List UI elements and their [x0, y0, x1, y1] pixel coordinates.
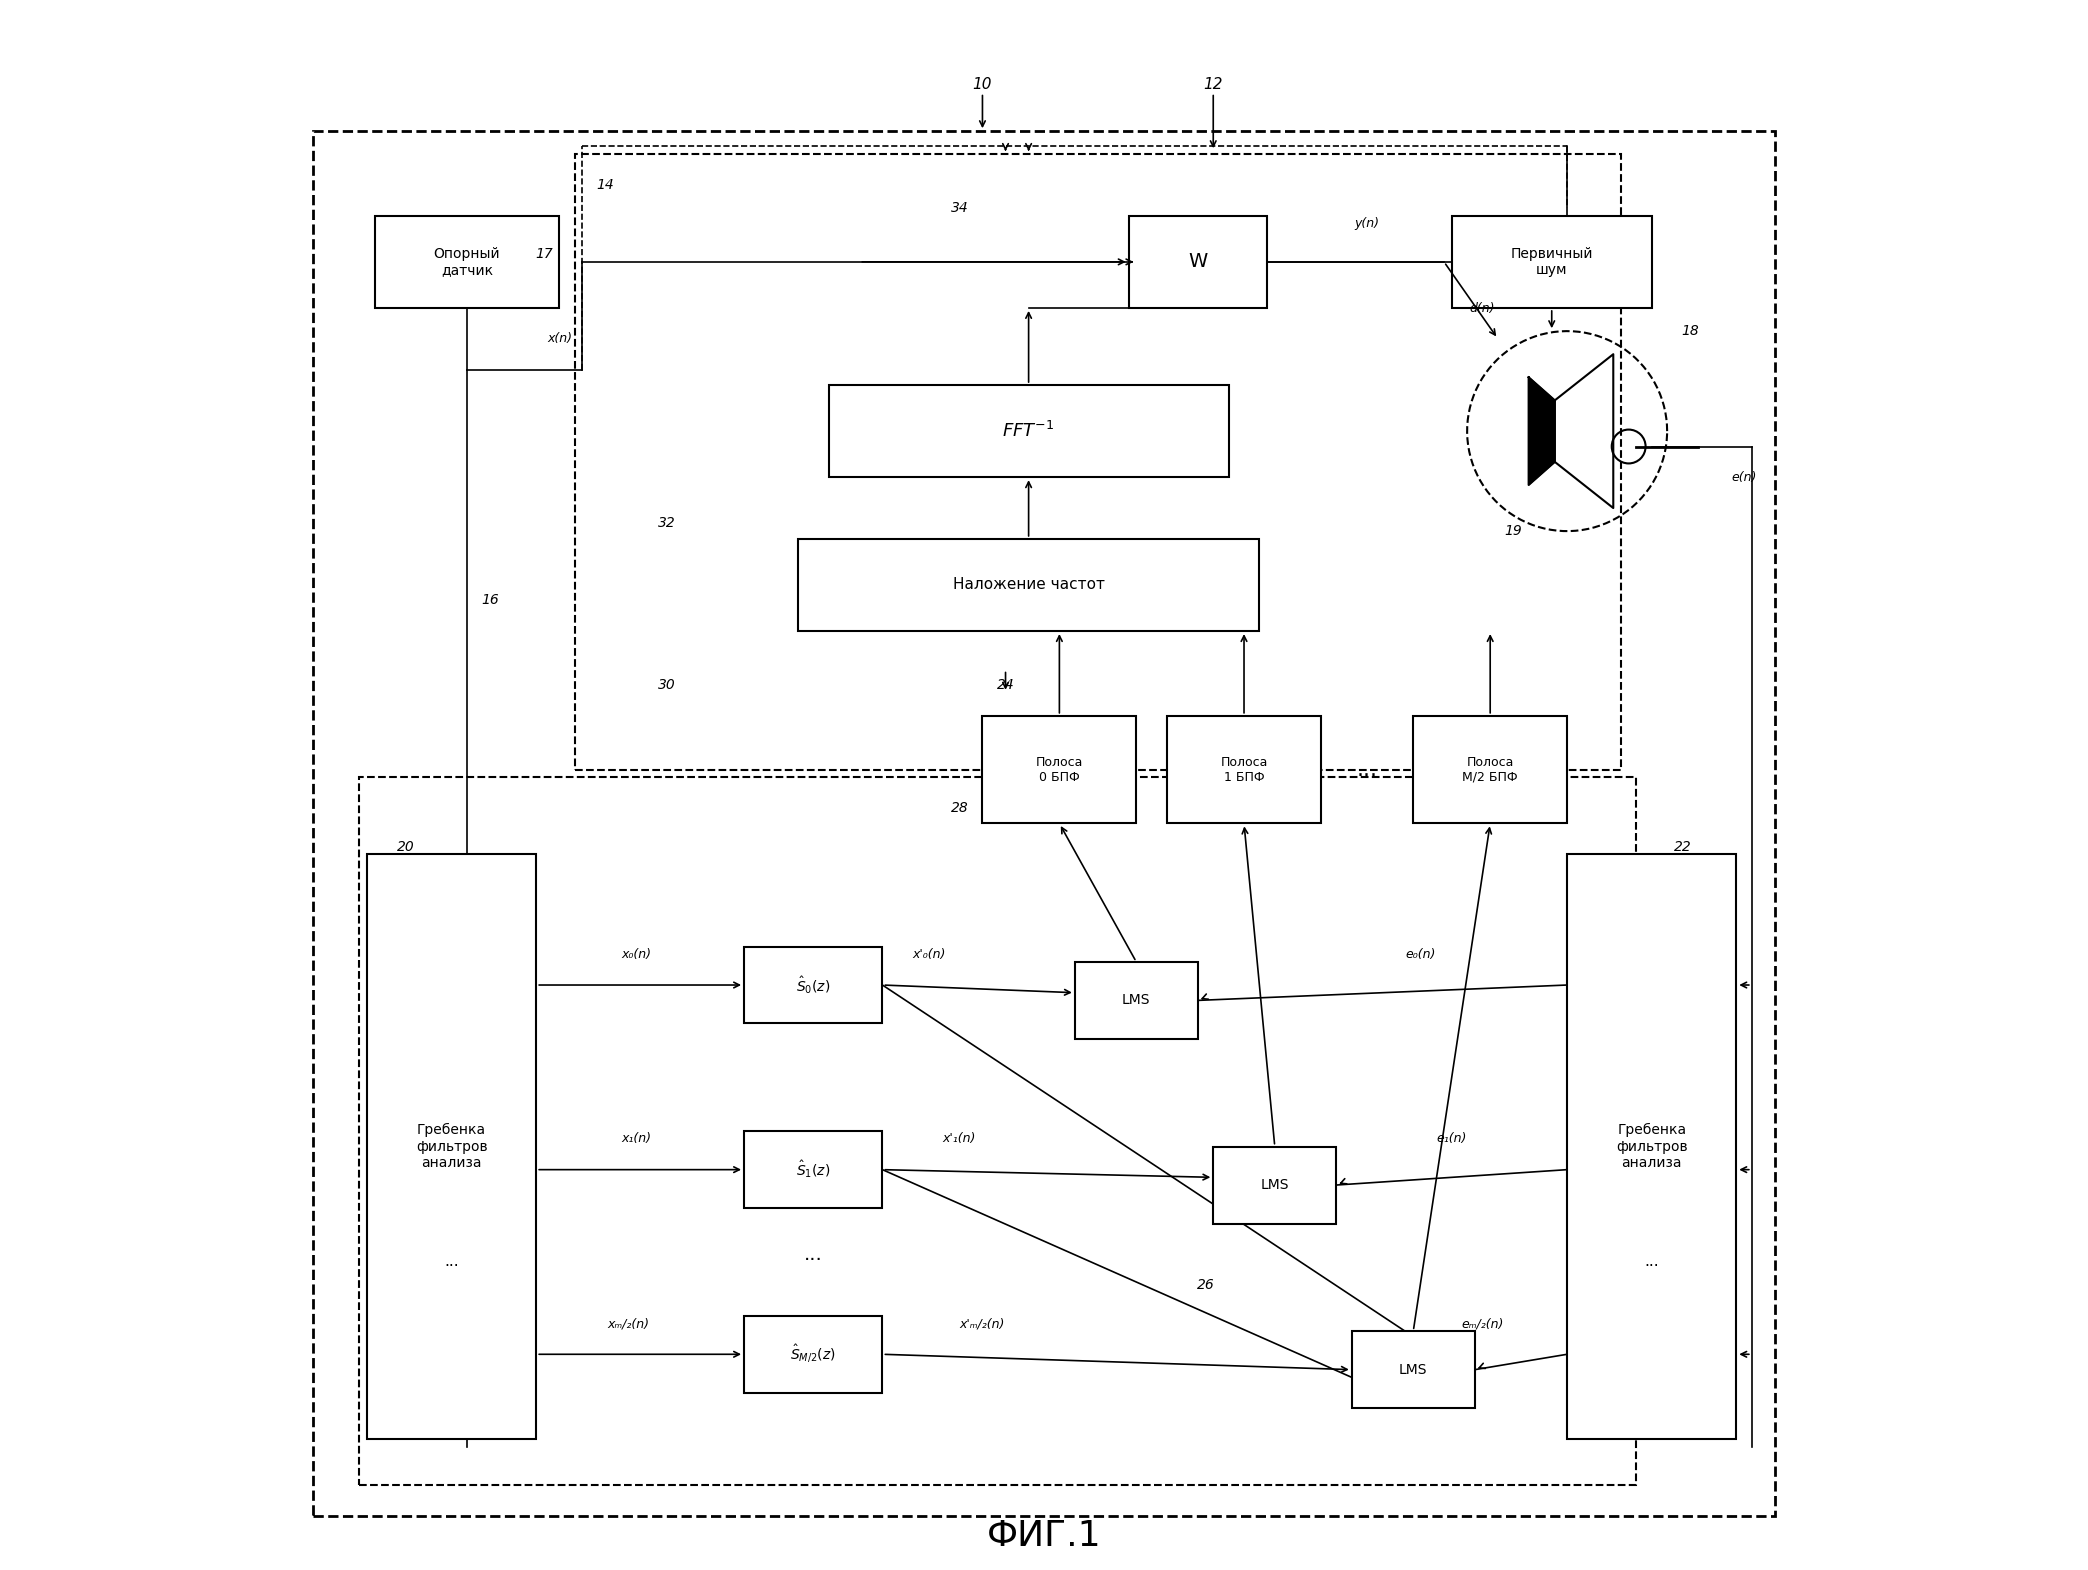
Text: 24: 24 [996, 678, 1015, 692]
Bar [829, 385, 1228, 477]
Text: 14: 14 [597, 177, 614, 192]
Bar [1130, 215, 1267, 308]
Text: $\hat{S}_{M/2}(z)$: $\hat{S}_{M/2}(z)$ [791, 1344, 835, 1366]
Bar [743, 1130, 883, 1209]
Text: Полоса
1 БПФ: Полоса 1 БПФ [1219, 755, 1267, 783]
Text: $\hat{S}_1(z)$: $\hat{S}_1(z)$ [796, 1159, 831, 1181]
Text: Гребенка
фильтров
анализа: Гребенка фильтров анализа [1616, 1123, 1687, 1170]
Text: 28: 28 [950, 801, 969, 815]
Text: W: W [1188, 253, 1207, 272]
Text: e₀(n): e₀(n) [1405, 948, 1437, 961]
Text: 18: 18 [1681, 323, 1700, 338]
Text: xₘ/₂(n): xₘ/₂(n) [608, 1317, 649, 1330]
Text: $\hat{S}_0(z)$: $\hat{S}_0(z)$ [796, 975, 831, 995]
Text: Наложение частот: Наложение частот [952, 578, 1105, 592]
Bar [983, 716, 1136, 823]
Text: x'₁(n): x'₁(n) [942, 1132, 975, 1146]
Bar [1213, 1146, 1336, 1223]
Text: Первичный
шум: Первичный шум [1510, 246, 1593, 276]
Bar [1351, 1331, 1474, 1408]
Text: ...: ... [1645, 1254, 1660, 1270]
Text: y(n): y(n) [1355, 217, 1380, 229]
Text: 17: 17 [535, 246, 553, 261]
Bar [1451, 215, 1652, 308]
Text: d(n): d(n) [1470, 301, 1495, 314]
Bar [1075, 962, 1199, 1039]
Text: e(n): e(n) [1731, 471, 1756, 484]
Text: Полоса
M/2 БПФ: Полоса M/2 БПФ [1462, 755, 1518, 783]
Text: 32: 32 [658, 517, 677, 531]
Text: 26: 26 [1196, 1278, 1215, 1292]
Text: LMS: LMS [1121, 994, 1150, 1008]
Text: e₁(n): e₁(n) [1437, 1132, 1468, 1146]
Text: x'ₘ/₂(n): x'ₘ/₂(n) [960, 1317, 1004, 1330]
Text: eₘ/₂(n): eₘ/₂(n) [1462, 1317, 1503, 1330]
Text: 16: 16 [480, 593, 499, 608]
Text: ...: ... [1357, 760, 1378, 780]
Text: x₀(n): x₀(n) [622, 948, 651, 961]
Text: Полоса
0 БПФ: Полоса 0 БПФ [1036, 755, 1084, 783]
Bar [743, 947, 883, 1024]
Text: Опорный
датчик: Опорный датчик [434, 246, 501, 276]
Text: 34: 34 [950, 201, 969, 215]
Text: 20: 20 [397, 840, 413, 854]
Text: 12: 12 [1203, 77, 1224, 93]
Bar [359, 777, 1637, 1485]
Text: x(n): x(n) [547, 333, 572, 345]
Polygon shape [1528, 377, 1556, 485]
Text: Гребенка
фильтров
анализа: Гребенка фильтров анализа [416, 1123, 487, 1170]
Text: $FFT^{-1}$: $FFT^{-1}$ [1002, 421, 1054, 441]
Bar [743, 1316, 883, 1393]
Text: x₁(n): x₁(n) [622, 1132, 651, 1146]
Text: 19: 19 [1503, 524, 1522, 539]
Text: 22: 22 [1675, 840, 1691, 854]
Bar [1167, 716, 1322, 823]
Text: x'₀(n): x'₀(n) [912, 948, 946, 961]
Text: 10: 10 [973, 77, 992, 93]
Text: ...: ... [804, 1245, 823, 1264]
Text: LMS: LMS [1399, 1363, 1428, 1377]
Text: 30: 30 [658, 678, 677, 692]
Bar [1568, 854, 1737, 1438]
Bar [367, 854, 537, 1438]
Bar [374, 215, 560, 308]
Bar [1414, 716, 1568, 823]
Text: LMS: LMS [1261, 1178, 1288, 1192]
Text: ФИГ.1: ФИГ.1 [988, 1518, 1100, 1553]
Bar [574, 154, 1620, 769]
Bar [798, 539, 1259, 631]
Text: ...: ... [445, 1254, 459, 1270]
Polygon shape [1556, 355, 1614, 509]
